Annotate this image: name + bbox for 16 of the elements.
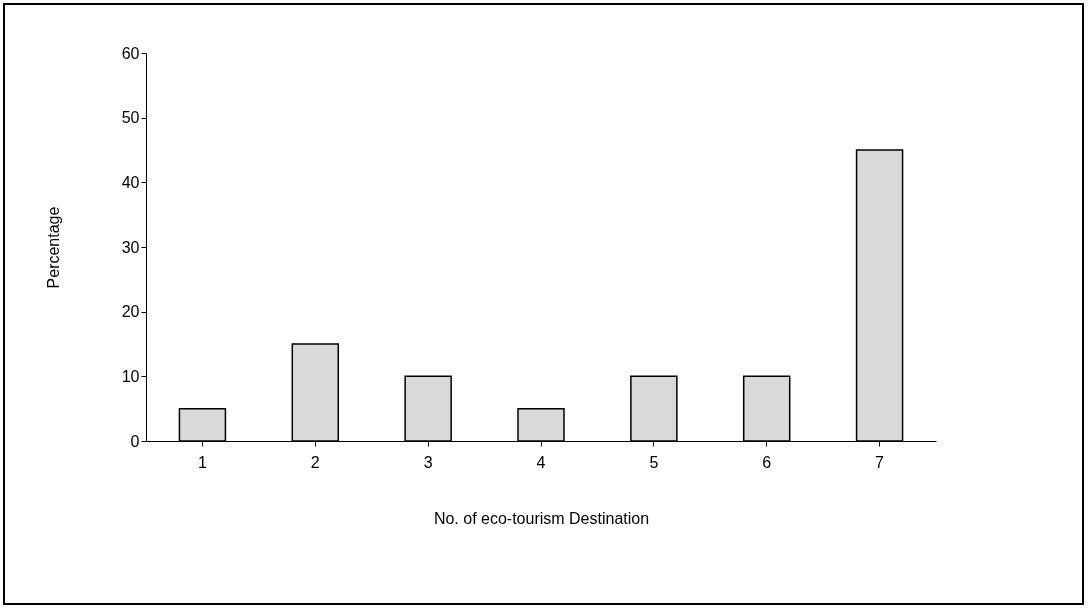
y-tick-label: 0 [130,432,140,450]
y-tick-label: 30 [121,238,140,256]
x-tick-label: 5 [649,453,659,471]
x-tick-label: 3 [423,453,433,471]
y-tick-label: 40 [121,173,140,191]
x-axis-title: No. of eco-tourism Destination [433,509,650,527]
y-axis-title: Percentage [44,206,62,289]
x-tick-label: 2 [310,453,320,471]
y-tick-label: 60 [121,44,140,62]
x-tick-label: 7 [875,453,885,471]
y-tick-label: 20 [121,303,140,321]
y-tick-label: 10 [121,367,140,385]
x-tick-label: 4 [536,453,546,471]
y-tick-label: 50 [121,109,140,127]
x-tick-label: 1 [197,453,207,471]
x-tick-label: 6 [762,453,772,471]
